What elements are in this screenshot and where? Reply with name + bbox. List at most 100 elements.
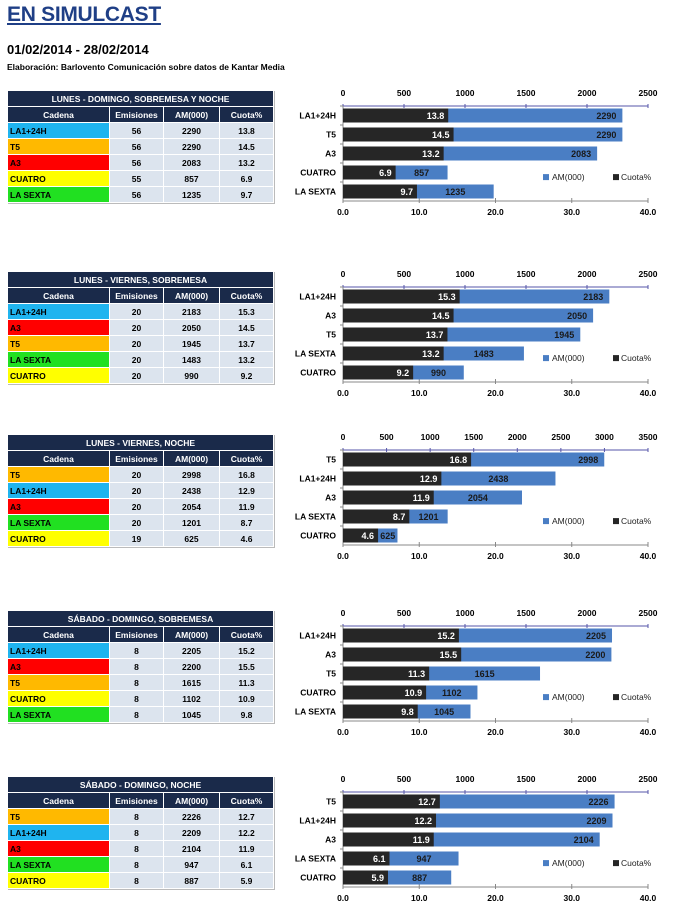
- column-header: Cadena: [7, 792, 110, 809]
- top-tick-label: 2000: [578, 608, 597, 618]
- am-cell: 1615: [163, 674, 220, 691]
- emisiones-cell: 8: [109, 856, 164, 873]
- channel-cell: A3: [7, 498, 110, 515]
- category-label: LA SEXTA: [295, 707, 336, 717]
- column-header: Emisiones: [109, 626, 164, 643]
- column-header: Cuota%: [219, 287, 274, 304]
- bottom-tick-label: 0.0: [337, 207, 349, 217]
- emisiones-cell: 55: [109, 170, 164, 187]
- top-tick-label: 2000: [578, 774, 597, 784]
- column-header: Cadena: [7, 626, 110, 643]
- emisiones-cell: 8: [109, 872, 164, 889]
- channel-cell: T5: [7, 138, 110, 155]
- table-row: CUATRO 8 1102 10.9: [7, 690, 275, 707]
- cuota-cell: 13.2: [218, 154, 275, 171]
- column-header: Cadena: [7, 450, 110, 467]
- am-cell: 2290: [163, 122, 220, 139]
- cuota-cell: 11.9: [219, 840, 274, 857]
- am-cell: 2183: [163, 303, 220, 320]
- cuota-data-label: 15.5: [440, 650, 458, 660]
- am-data-label: 2226: [589, 797, 609, 807]
- channel-cell: LA1+24H: [7, 303, 110, 320]
- am-data-label: 2183: [583, 292, 603, 302]
- top-tick-label: 2500: [639, 88, 658, 98]
- cuota-data-label: 13.8: [427, 111, 445, 121]
- am-cell: 1235: [163, 186, 220, 203]
- bottom-tick-label: 30.0: [563, 551, 580, 561]
- cuota-bar: [343, 327, 448, 342]
- bottom-tick-label: 40.0: [640, 388, 657, 398]
- column-header: Cuota%: [218, 626, 275, 643]
- channel-cell: LA1+24H: [7, 122, 110, 139]
- table-row: T5 8 2226 12.7: [7, 808, 274, 825]
- cuota-bar: [343, 308, 454, 323]
- table-title: SÁBADO - DOMINGO, SOBREMESA: [6, 610, 275, 627]
- top-tick-label: 2500: [639, 774, 658, 784]
- cuota-data-label: 10.9: [405, 688, 423, 698]
- cuota-cell: 11.9: [218, 498, 275, 515]
- legend-cuota-label: Cuota%: [621, 353, 652, 363]
- am-cell: 2226: [163, 808, 220, 825]
- section-3: LUNES - VIERNES, NOCHE Cadena Emisiones AM(…: [0, 432, 677, 574]
- am-cell: 990: [163, 367, 220, 384]
- cuota-data-label: 8.7: [393, 512, 406, 522]
- column-header: AM(000): [163, 106, 220, 123]
- column-header: Cadena: [7, 287, 110, 304]
- channel-cell: T5: [7, 335, 110, 352]
- am-data-label: 2054: [468, 493, 488, 503]
- cuota-bar: [343, 509, 410, 524]
- top-tick-label: 0: [341, 608, 346, 618]
- category-label: A3: [325, 650, 336, 660]
- table-row: T5 20 1945 13.7: [7, 335, 274, 352]
- cuota-cell: 9.8: [218, 706, 275, 723]
- legend-cuota-swatch: [613, 518, 619, 525]
- top-tick-label: 2500: [551, 432, 570, 442]
- cuota-data-label: 13.7: [426, 330, 444, 340]
- cuota-bar: [343, 490, 434, 505]
- cuota-cell: 13.8: [218, 122, 275, 139]
- cuota-cell: 14.5: [219, 319, 274, 336]
- cuota-cell: 4.6: [218, 530, 275, 547]
- table-row: A3 8 2200 15.5: [7, 658, 275, 675]
- cuota-data-label: 15.2: [437, 631, 455, 641]
- category-label: LA1+24H: [299, 111, 336, 121]
- am-cell: 2104: [163, 840, 220, 857]
- am-data-label: 2083: [571, 149, 591, 159]
- cuota-data-label: 14.5: [432, 130, 450, 140]
- channel-cell: T5: [7, 808, 110, 825]
- page-title: EN SIMULCAST: [7, 3, 161, 26]
- top-tick-label: 1500: [517, 774, 536, 784]
- cuota-bar: [343, 184, 417, 199]
- table-row: CUATRO 55 857 6.9: [7, 170, 275, 187]
- cuota-bar: [343, 127, 454, 142]
- table-row: LA1+24H 8 2209 12.2: [7, 824, 274, 841]
- section-2: LUNES - VIERNES, SOBREMESA Cadena Emisione…: [0, 269, 677, 411]
- bottom-tick-label: 20.0: [487, 388, 504, 398]
- am-data-label: 1201: [418, 512, 438, 522]
- channel-cell: LA SEXTA: [7, 514, 110, 531]
- am-data-label: 1045: [434, 707, 454, 717]
- legend-cuota-label: Cuota%: [621, 692, 652, 702]
- top-tick-label: 2500: [639, 269, 658, 279]
- legend-am-label: AM(000): [552, 353, 585, 363]
- table-row: A3 8 2104 11.9: [7, 840, 274, 857]
- column-header: AM(000): [163, 287, 220, 304]
- category-label: A3: [325, 311, 336, 321]
- legend-am-swatch: [543, 174, 549, 181]
- am-data-label: 2205: [586, 631, 606, 641]
- cuota-bar: [343, 794, 440, 809]
- table-row: CUATRO 19 625 4.6: [7, 530, 275, 547]
- cuota-bar: [343, 165, 396, 180]
- table-row: CUATRO 8 887 5.9: [7, 872, 274, 889]
- column-header: Emisiones: [109, 792, 164, 809]
- am-data-label: 1615: [475, 669, 495, 679]
- legend-cuota-swatch: [613, 174, 619, 181]
- legend-am-swatch: [543, 518, 549, 525]
- am-cell: 2205: [163, 642, 220, 659]
- table-row: LA SEXTA 20 1201 8.7: [7, 514, 275, 531]
- category-label: CUATRO: [300, 873, 336, 883]
- cuota-data-label: 9.8: [401, 707, 414, 717]
- legend-am-swatch: [543, 355, 549, 362]
- table-row: A3 56 2083 13.2: [7, 154, 275, 171]
- column-header: Emisiones: [109, 106, 164, 123]
